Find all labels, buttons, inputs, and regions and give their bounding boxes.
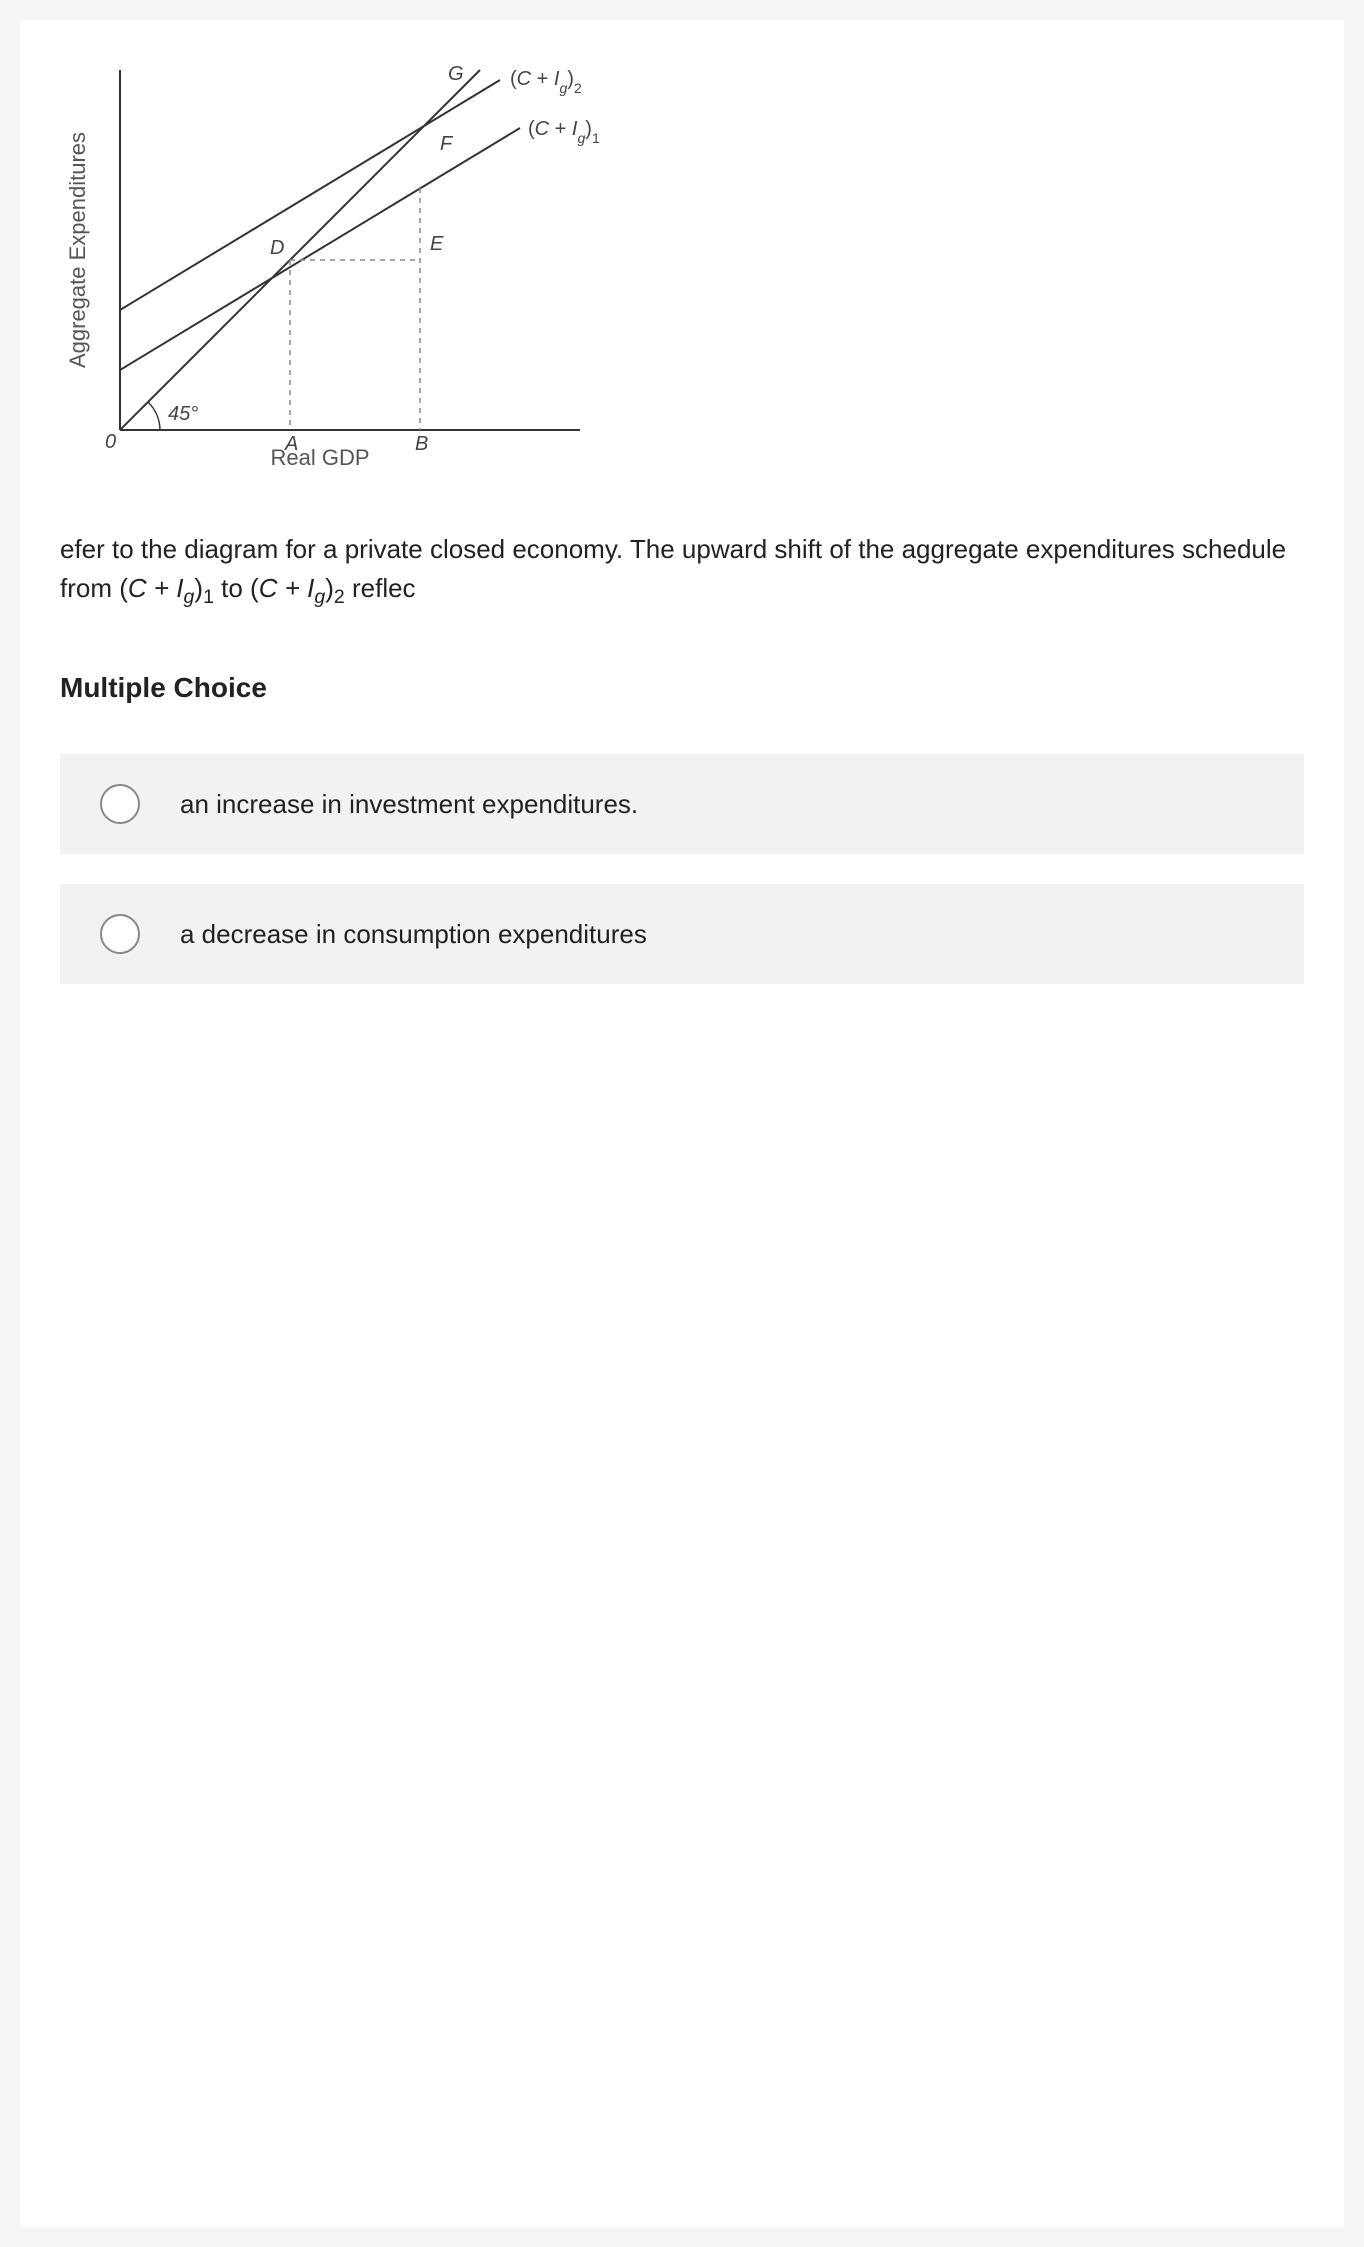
line-label-2: (C + Ig)2 <box>510 68 582 96</box>
line-ae-2 <box>120 80 500 310</box>
angle-label: 45° <box>168 403 198 425</box>
point-e: E <box>430 233 444 255</box>
point-b: B <box>415 433 428 455</box>
point-f: F <box>440 133 454 155</box>
point-a: A <box>284 433 298 455</box>
point-d: D <box>270 237 284 259</box>
radio-icon[interactable] <box>100 914 140 954</box>
expenditure-diagram: Aggregate Expenditures Real GDP 0 45° G … <box>60 50 1304 490</box>
question-text: efer to the diagram for a private closed… <box>60 530 1304 612</box>
option-row-1[interactable]: an increase in investment expenditures. <box>60 754 1304 854</box>
option-row-2[interactable]: a decrease in consumption expenditures <box>60 884 1304 984</box>
option-text-1: an increase in investment expenditures. <box>180 789 638 820</box>
point-g: G <box>448 63 464 85</box>
multiple-choice-heading: Multiple Choice <box>60 672 1304 704</box>
line-ae-1 <box>120 128 520 370</box>
diagram-svg: Aggregate Expenditures Real GDP 0 45° G … <box>60 50 620 490</box>
radio-icon[interactable] <box>100 784 140 824</box>
angle-arc <box>148 402 160 430</box>
origin-label: 0 <box>105 431 116 453</box>
y-axis-label: Aggregate Expenditures <box>65 132 90 368</box>
option-text-2: a decrease in consumption expenditures <box>180 919 647 950</box>
line-label-1: (C + Ig)1 <box>528 118 600 146</box>
